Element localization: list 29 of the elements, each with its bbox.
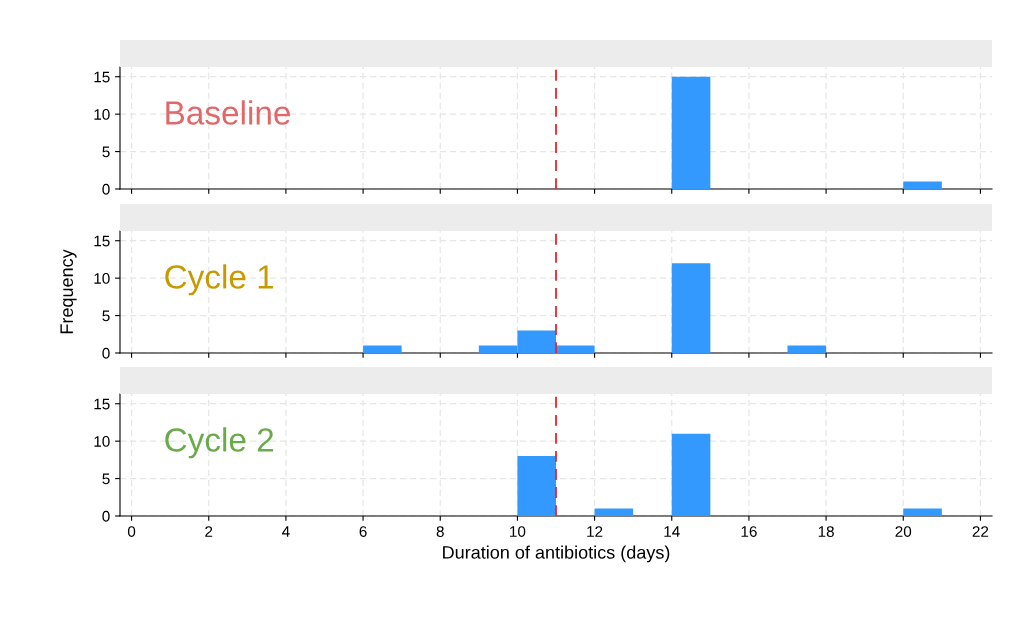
x-tick-label: 16 <box>741 526 757 537</box>
x-tick-label: 18 <box>818 526 834 537</box>
y-tick-label: 5 <box>102 310 110 322</box>
x-tick-label: 20 <box>895 526 912 537</box>
x-tick-label: 0 <box>127 526 136 537</box>
x-tick-label: 4 <box>282 526 290 537</box>
y-tick-label: 10 <box>94 436 110 447</box>
annotation: Baseline <box>166 100 290 125</box>
y-tick-label: 15 <box>94 235 110 247</box>
x-tick-label: 14 <box>664 526 680 537</box>
y-tick-label: 10 <box>94 273 110 284</box>
y-tick-label: 0 <box>102 183 110 195</box>
x-axis-title: Duration of antibiotics (days) <box>443 545 670 563</box>
y-tick-label: 0 <box>102 347 110 359</box>
x-tick-label: 22 <box>972 526 989 537</box>
annotation: Cycle 2 <box>165 427 274 459</box>
y-tick-label: 5 <box>102 473 110 485</box>
y-tick-label: 0 <box>102 510 110 522</box>
y-tick-label: 5 <box>102 146 110 158</box>
y-axis-title: Frequency <box>60 249 77 334</box>
x-tick-label: 2 <box>205 526 213 537</box>
x-tick-label: 10 <box>510 526 526 537</box>
y-tick-label: 15 <box>94 398 110 410</box>
y-tick-label: 15 <box>94 71 110 83</box>
x-tick-label: 6 <box>359 526 367 537</box>
y-tick-label: 10 <box>94 109 110 120</box>
x-tick-label: 12 <box>587 526 603 537</box>
annotation: Cycle 1 <box>165 264 274 296</box>
x-tick-label: 8 <box>436 526 444 537</box>
